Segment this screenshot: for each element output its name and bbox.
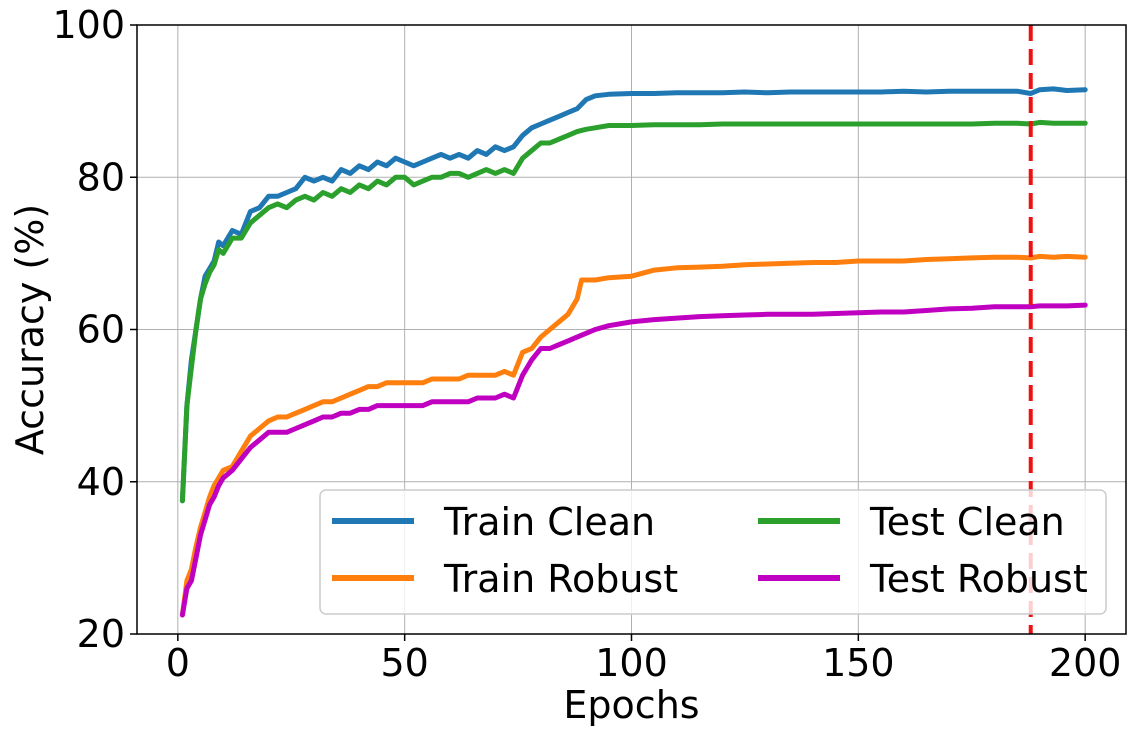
series-lines (179, 86, 1088, 618)
y-tick-label: 80 (77, 155, 125, 199)
y-axis-label: Accuracy (%) (8, 204, 52, 455)
legend-label: Train Robust (443, 557, 678, 601)
x-tick-label: 0 (166, 641, 190, 685)
series-line-test-clean (179, 119, 1088, 504)
x-axis-label: Epochs (563, 683, 699, 727)
legend-label: Test Clean (869, 500, 1065, 544)
series-line-test-robust (179, 302, 1088, 618)
x-tick-label: 50 (380, 641, 428, 685)
y-tick-label: 100 (52, 3, 125, 47)
legend-label: Train Clean (443, 500, 655, 544)
x-tick-label: 100 (595, 641, 668, 685)
legend: Train Clean Test Clean Train Robust Test Ro… (319, 489, 1107, 615)
series-line-train-robust (179, 253, 1088, 618)
y-tick-label: 60 (77, 308, 125, 352)
legend-box (319, 489, 1107, 615)
legend-label: Test Robust (869, 557, 1088, 601)
y-tick-label: 20 (77, 612, 125, 656)
axis-ticks: 0 50 100 150 200 20 40 60 80 100 (52, 3, 1121, 685)
x-tick-label: 150 (822, 641, 895, 685)
x-tick-label: 200 (1049, 641, 1122, 685)
series-line-train-clean (179, 86, 1088, 504)
y-tick-label: 40 (77, 460, 125, 504)
